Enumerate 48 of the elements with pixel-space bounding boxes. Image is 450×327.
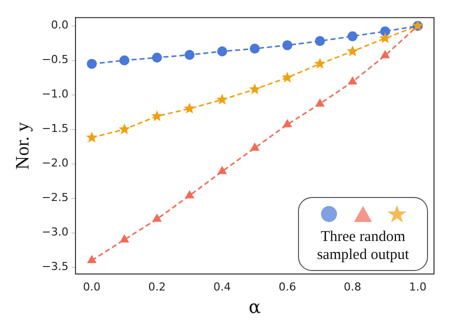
x-axis-title: α xyxy=(248,296,261,318)
point xyxy=(250,142,260,151)
point xyxy=(118,123,130,134)
y-tick-label: −2.5 xyxy=(42,191,69,204)
x-tick-label: 0.0 xyxy=(83,280,101,294)
point xyxy=(249,83,260,94)
point xyxy=(380,26,390,36)
point xyxy=(282,40,292,50)
x-tick-label: 0.8 xyxy=(344,280,362,294)
x-tick-label: 0.2 xyxy=(148,280,166,294)
note-box: Three random sampled output xyxy=(298,197,428,271)
point xyxy=(380,50,390,58)
point xyxy=(250,44,260,54)
x-tick-label: 0.4 xyxy=(213,280,231,294)
y-tick-label: −0.5 xyxy=(42,53,69,66)
point xyxy=(119,55,130,66)
annotation: Three random sampled output xyxy=(316,228,410,264)
point xyxy=(185,190,194,198)
point xyxy=(86,132,98,142)
y-tick-label: −1.5 xyxy=(42,122,69,136)
point xyxy=(282,72,294,82)
point xyxy=(216,94,228,105)
point xyxy=(151,110,163,122)
point xyxy=(314,58,326,69)
point xyxy=(282,120,292,128)
point xyxy=(87,255,96,264)
point xyxy=(152,214,162,222)
x-tick-label: 0.6 xyxy=(278,280,296,294)
y-tick-label: −1.0 xyxy=(42,88,69,101)
y-tick-label: −2.0 xyxy=(42,156,69,170)
point xyxy=(314,36,325,46)
point xyxy=(218,166,227,174)
point xyxy=(346,45,358,56)
point xyxy=(152,52,162,63)
y-tick-label: 0.0 xyxy=(51,18,69,32)
point xyxy=(120,234,129,242)
point xyxy=(379,32,391,44)
point xyxy=(348,76,357,84)
point xyxy=(184,102,196,114)
point xyxy=(316,98,324,107)
point xyxy=(348,31,358,42)
y-axis-title: Nor. y xyxy=(12,122,34,170)
y-tick-label: −3.5 xyxy=(42,260,69,274)
x-tick-label: 1.0 xyxy=(408,280,426,294)
point xyxy=(86,58,97,69)
point xyxy=(184,50,195,60)
point xyxy=(217,46,228,56)
y-tick-label: −3.0 xyxy=(42,226,69,239)
